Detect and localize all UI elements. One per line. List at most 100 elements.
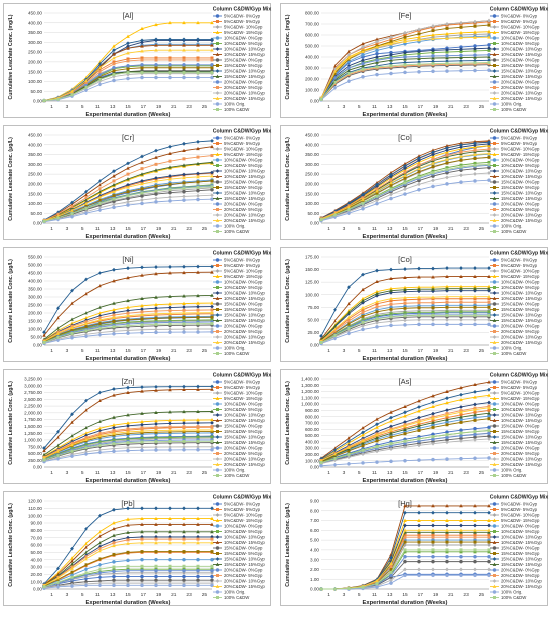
data-point (431, 503, 435, 508)
data-point (210, 174, 214, 178)
y-tick-label: 0.00 (33, 465, 42, 470)
legend-entry: 15%C&DW- 15%Gyp (224, 440, 265, 445)
data-point (98, 513, 102, 518)
data-point (459, 456, 463, 461)
data-point (431, 435, 435, 439)
legend-entry: 15%C&DW- 10%Gyp (224, 313, 265, 318)
data-point (154, 271, 158, 276)
legend-marker (492, 557, 497, 561)
data-point (431, 285, 435, 289)
y-tick-label: 300.00 (28, 40, 42, 45)
legend-marker (215, 396, 220, 400)
data-point (403, 432, 407, 436)
data-point (459, 413, 463, 417)
data-point (487, 274, 491, 279)
x-tick-label: 1 (327, 348, 330, 354)
x-tick-label: 11 (95, 104, 100, 110)
legend-marker (216, 330, 219, 333)
data-point (168, 165, 172, 169)
legend-marker (215, 413, 220, 417)
data-point (431, 287, 435, 291)
data-point (196, 439, 200, 443)
legend-entry: 5%C&DW- 5%Gyp (501, 19, 538, 24)
data-point (459, 434, 463, 438)
data-point (459, 428, 463, 433)
legend-entry: 10%C&DW- 5%Gyp (501, 529, 540, 534)
data-point (154, 506, 158, 511)
legend-entry: 15%C&DW- 15%Gyp (501, 318, 542, 323)
data-point (459, 410, 463, 414)
y-tick-label: 400.00 (28, 20, 42, 25)
data-point (389, 578, 393, 583)
data-point (473, 172, 477, 176)
data-point (210, 557, 214, 562)
data-point (445, 503, 449, 508)
legend-entry: 5%C&DW- 0%Gyp (224, 258, 261, 263)
data-point (210, 197, 214, 201)
data-point (154, 388, 158, 392)
chart-svg: 0.001.002.003.004.005.006.007.008.009.00… (285, 495, 548, 607)
data-point (196, 506, 200, 511)
data-point (487, 160, 491, 164)
data-point (196, 58, 200, 62)
x-tick-label: 11 (95, 226, 100, 232)
data-point (389, 40, 393, 44)
data-point (42, 330, 46, 335)
data-point (140, 574, 144, 579)
data-point (112, 507, 116, 512)
legend-entry: 15%C&DW- 15%Gyp (224, 74, 265, 79)
chart-svg: 0.00250.00500.00750.001,000.001,250.001,… (8, 373, 271, 485)
data-point (347, 68, 351, 72)
data-point (98, 182, 102, 187)
legend-entry: 10%C&DW- 10%Gyp (224, 413, 265, 418)
data-point (210, 71, 214, 75)
legend-marker (492, 457, 497, 461)
legend-marker (493, 286, 496, 289)
data-point (389, 181, 393, 185)
data-point (403, 173, 407, 177)
data-point (417, 175, 421, 179)
data-point (375, 314, 379, 318)
data-point (112, 543, 116, 548)
series-line (321, 574, 489, 590)
data-point (70, 420, 74, 424)
legend-entry: 15%C&DW- 0%Gyp (501, 58, 540, 63)
data-point (126, 196, 130, 201)
data-point (361, 63, 365, 68)
legend-marker (492, 568, 497, 572)
data-point (168, 311, 172, 315)
data-point (168, 583, 172, 588)
legend-entry: 15%C&DW- 0%Gyp (224, 302, 263, 307)
data-point (70, 412, 74, 417)
data-point (126, 538, 130, 542)
data-point (473, 49, 477, 53)
y-tick-label: 300.00 (305, 446, 319, 451)
data-point (445, 153, 449, 157)
data-point (140, 56, 144, 60)
legend-marker (215, 340, 220, 344)
legend-marker (492, 346, 497, 350)
data-point (361, 272, 365, 277)
x-tick-label: 5 (358, 470, 361, 476)
data-point (112, 174, 116, 178)
x-axis-label: Experimental duration (Weeks) (363, 234, 448, 240)
legend-entry: 10%C&DW- 5%Gyp (501, 163, 540, 168)
data-point (154, 295, 158, 299)
data-point (154, 200, 158, 204)
data-point (84, 545, 88, 549)
data-point (84, 291, 88, 296)
data-point (431, 559, 435, 564)
legend-entry: 20%C&DW- 10%Gyp (224, 213, 265, 218)
x-tick-label: 13 (387, 104, 393, 110)
y-tick-label: 4.00 (310, 547, 319, 552)
data-point (98, 316, 102, 320)
data-point (98, 431, 102, 435)
data-point (375, 305, 379, 309)
data-point (182, 157, 186, 161)
legend-marker (492, 202, 497, 206)
x-tick-label: 23 (463, 470, 469, 476)
data-point (319, 334, 323, 338)
legend-entry: 15%C&DW- 15%Gyp (501, 74, 542, 79)
data-point (389, 192, 393, 197)
data-point (417, 559, 421, 564)
